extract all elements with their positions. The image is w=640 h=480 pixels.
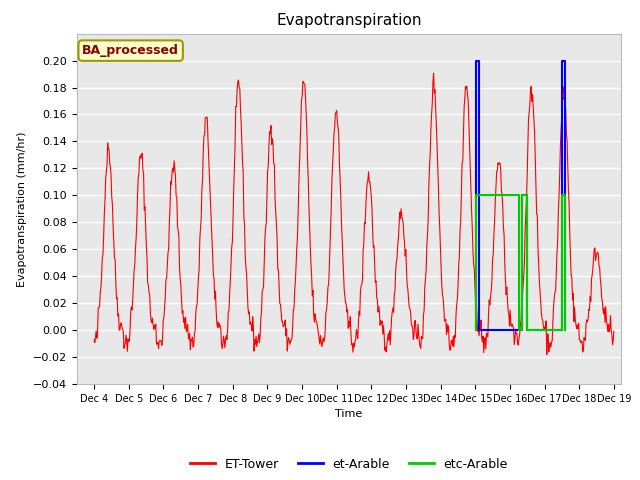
Title: Evapotranspiration: Evapotranspiration [276, 13, 422, 28]
Legend: ET-Tower, et-Arable, etc-Arable: ET-Tower, et-Arable, etc-Arable [184, 453, 513, 476]
Text: BA_processed: BA_processed [82, 44, 179, 57]
Y-axis label: Evapotranspiration (mm/hr): Evapotranspiration (mm/hr) [17, 131, 28, 287]
X-axis label: Time: Time [335, 409, 362, 419]
